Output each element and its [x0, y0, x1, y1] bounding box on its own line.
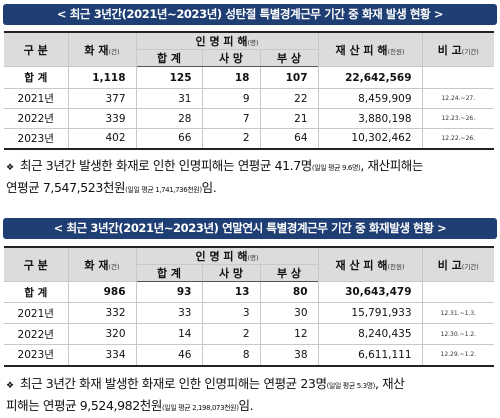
- casualty-total-value: 33: [135, 302, 202, 324]
- remarks-value: 12.29.~1.2.: [421, 344, 495, 367]
- table-row: 2023년 402 66 2 64 10,302,462 12.22.~26.: [4, 128, 495, 150]
- injured-value: 80: [259, 281, 319, 303]
- section2-title: < 최근 3년간(2021년~2023년) 연말연시 특별경계근무 기간 중 화…: [3, 218, 497, 239]
- header-category: 구 분: [4, 31, 68, 67]
- remarks-value: 12.31.~1.3.: [421, 302, 495, 324]
- injured-value: 107: [259, 66, 319, 89]
- property-value: 22,642,569: [317, 66, 423, 89]
- casualty-total-value: 66: [135, 128, 202, 150]
- table-row: 2021년 377 31 9 22 8,459,909 12.24.~27.: [4, 88, 495, 109]
- header-casualties: 인 명 피 해(명): [135, 246, 319, 265]
- header-injured: 부 상: [259, 264, 319, 282]
- deaths-value: 9: [201, 88, 260, 109]
- fires-value: 402: [67, 128, 136, 150]
- header-remarks: 비 고(기간): [421, 31, 495, 67]
- header-injured: 부 상: [259, 49, 319, 67]
- table-row: 2023년 334 46 8 38 6,611,111 12.29.~1.2.: [4, 344, 495, 367]
- injured-value: 30: [259, 302, 319, 324]
- diamond-bullet-icon: ❖: [6, 381, 14, 391]
- row-label: 2022년: [4, 323, 68, 345]
- injured-value: 21: [259, 108, 319, 129]
- header-property: 재 산 피 해(천원): [317, 246, 423, 282]
- header-remarks: 비 고(기간): [421, 246, 495, 282]
- christmas-fire-table: 구 분 화 재(건) 인 명 피 해(명) 재 산 피 해(천원) 비 고(기간…: [4, 31, 495, 150]
- header-deaths: 사 망: [201, 49, 260, 67]
- casualty-total-value: 125: [135, 66, 202, 89]
- header-casualty-total: 합 계: [135, 49, 202, 67]
- deaths-value: 3: [201, 302, 260, 324]
- table-row: 2021년 332 33 3 30 15,791,933 12.31.~1.3.: [4, 302, 495, 324]
- row-label: 2021년: [4, 302, 68, 324]
- remarks-value: 12.23.~26.: [421, 108, 495, 129]
- table-row-total: 합 계 1,118 125 18 107 22,642,569: [4, 66, 495, 89]
- table-row: 2022년 320 14 2 12 8,240,435 12.30.~1.2.: [4, 323, 495, 345]
- deaths-value: 18: [201, 66, 260, 89]
- casualty-total-value: 93: [135, 281, 202, 303]
- header-fires: 화 재(건): [67, 31, 136, 67]
- property-value: 15,791,933: [317, 302, 423, 324]
- row-label: 합 계: [4, 281, 68, 303]
- property-value: 8,240,435: [317, 323, 423, 345]
- deaths-value: 7: [201, 108, 260, 129]
- injured-value: 22: [259, 88, 319, 109]
- property-value: 30,643,479: [317, 281, 423, 303]
- diamond-bullet-icon: ❖: [6, 163, 14, 173]
- property-value: 8,459,909: [317, 88, 423, 109]
- injured-value: 64: [259, 128, 319, 150]
- table-row-total: 합 계 986 93 13 80 30,643,479: [4, 281, 495, 303]
- remarks-value: 12.22.~26.: [421, 128, 495, 150]
- casualty-total-value: 14: [135, 323, 202, 345]
- header-category: 구 분: [4, 246, 68, 282]
- injured-value: 12: [259, 323, 319, 345]
- casualty-total-value: 28: [135, 108, 202, 129]
- row-label: 2022년: [4, 108, 68, 129]
- remarks-value: [421, 281, 495, 303]
- header-deaths: 사 망: [201, 264, 260, 282]
- fires-value: 377: [67, 88, 136, 109]
- fires-value: 339: [67, 108, 136, 129]
- year-end-fire-table: 구 분 화 재(건) 인 명 피 해(명) 재 산 피 해(천원) 비 고(기간…: [4, 246, 495, 367]
- row-label: 2021년: [4, 88, 68, 109]
- header-casualties: 인 명 피 해(명): [135, 31, 319, 50]
- section1-title: < 최근 3년간(2021년~2023년) 성탄절 특별경계근무 기간 중 화재…: [3, 4, 497, 25]
- deaths-value: 2: [201, 323, 260, 345]
- fires-value: 332: [67, 302, 136, 324]
- remarks-value: 12.24.~27.: [421, 88, 495, 109]
- header-casualty-total: 합 계: [135, 264, 202, 282]
- fires-value: 1,118: [67, 66, 136, 89]
- injured-value: 38: [259, 344, 319, 367]
- row-label: 합 계: [4, 66, 68, 89]
- fires-value: 334: [67, 344, 136, 367]
- header-fires: 화 재(건): [67, 246, 136, 282]
- row-label: 2023년: [4, 128, 68, 150]
- casualty-total-value: 31: [135, 88, 202, 109]
- fires-value: 320: [67, 323, 136, 345]
- property-value: 6,611,111: [317, 344, 423, 367]
- header-property: 재 산 피 해(천원): [317, 31, 423, 67]
- deaths-value: 13: [201, 281, 260, 303]
- row-label: 2023년: [4, 344, 68, 367]
- deaths-value: 8: [201, 344, 260, 367]
- remarks-value: [421, 66, 495, 89]
- casualty-total-value: 46: [135, 344, 202, 367]
- fires-value: 986: [67, 281, 136, 303]
- section2-summary: ❖ 최근 3년간 화재 발생한 화재로 인한 인명피해는 연평균 23명(일일 평…: [6, 376, 405, 413]
- table-row: 2022년 339 28 7 21 3,880,198 12.23.~26.: [4, 108, 495, 129]
- remarks-value: 12.30.~1.2.: [421, 323, 495, 345]
- section1-summary: ❖ 최근 3년간 발생한 화재로 인한 인명피해는 연평균 41.7명(일일 평균…: [6, 158, 424, 195]
- deaths-value: 2: [201, 128, 260, 150]
- property-value: 10,302,462: [317, 128, 423, 150]
- property-value: 3,880,198: [317, 108, 423, 129]
